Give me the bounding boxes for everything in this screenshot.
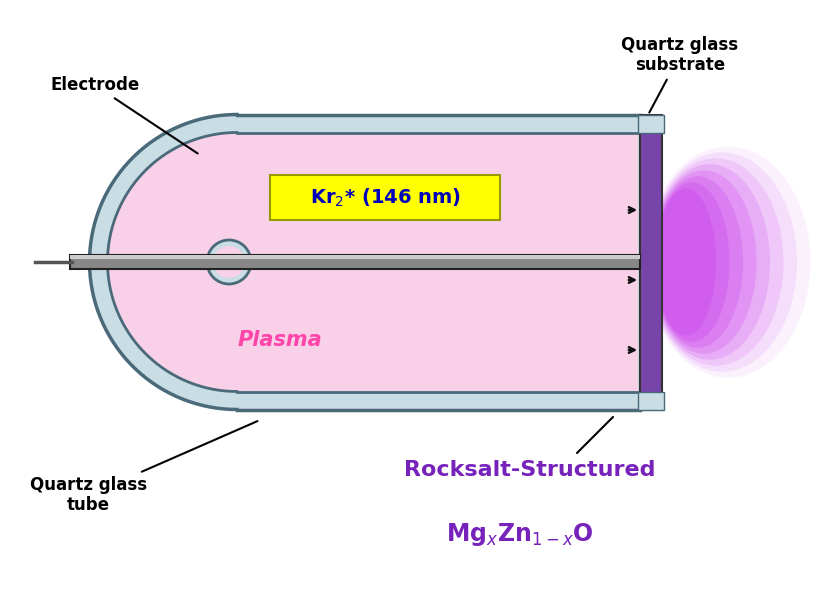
Ellipse shape — [653, 176, 743, 348]
Wedge shape — [90, 115, 237, 409]
Bar — [70, 255, 640, 259]
Bar — [237, 115, 640, 410]
Ellipse shape — [647, 152, 797, 372]
Circle shape — [207, 240, 251, 284]
Ellipse shape — [650, 164, 770, 360]
Text: Rocksalt-Structured: Rocksalt-Structured — [404, 460, 656, 480]
Text: Quartz glass
substrate: Quartz glass substrate — [622, 35, 738, 112]
Text: Kr$_2$* (146 nm): Kr$_2$* (146 nm) — [309, 186, 460, 209]
Bar — [70, 255, 640, 269]
Ellipse shape — [648, 158, 784, 366]
Text: Quartz glass
tube: Quartz glass tube — [30, 421, 257, 514]
Ellipse shape — [654, 182, 729, 342]
Wedge shape — [108, 132, 237, 391]
Ellipse shape — [645, 146, 811, 378]
Bar — [237, 133, 638, 392]
Ellipse shape — [652, 170, 757, 354]
Bar — [638, 392, 664, 410]
Bar — [270, 175, 500, 220]
Circle shape — [213, 246, 245, 278]
Text: Plasma: Plasma — [238, 330, 323, 350]
Bar — [638, 115, 664, 133]
Text: Mg$_x$Zn$_{1-x}$O: Mg$_x$Zn$_{1-x}$O — [446, 522, 594, 549]
Ellipse shape — [656, 188, 716, 336]
Bar — [640, 115, 662, 410]
Text: Electrode: Electrode — [50, 76, 197, 153]
